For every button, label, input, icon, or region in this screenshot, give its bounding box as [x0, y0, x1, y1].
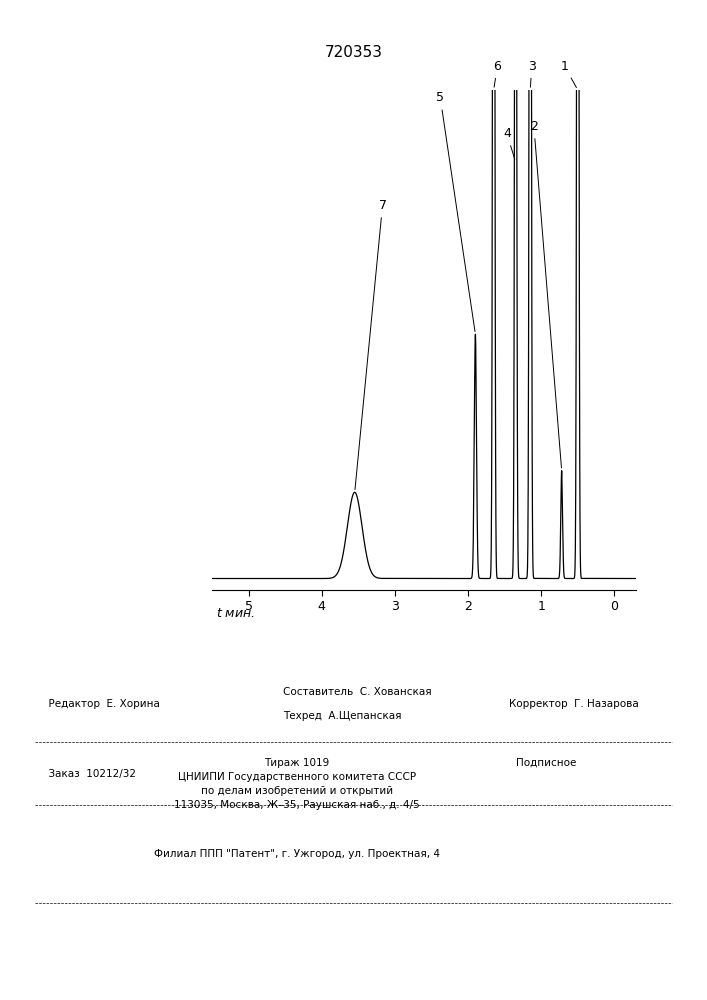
Text: $t$ мин.: $t$ мин.: [216, 607, 255, 620]
Text: Заказ  10212/32: Заказ 10212/32: [42, 768, 136, 778]
Text: Подписное: Подписное: [516, 758, 576, 768]
Text: Составитель  С. Хованская: Составитель С. Хованская: [283, 687, 431, 697]
Text: 3: 3: [527, 60, 536, 87]
Text: 6: 6: [493, 60, 501, 87]
Text: Филиал ППП "Патент", г. Ужгород, ул. Проектная, 4: Филиал ППП "Патент", г. Ужгород, ул. Про…: [154, 849, 440, 859]
Text: 4: 4: [503, 127, 515, 159]
Text: 7: 7: [355, 199, 387, 490]
Text: ЦНИИПИ Государственного комитета СССР: ЦНИИПИ Государственного комитета СССР: [178, 772, 416, 782]
Text: Тираж 1019: Тираж 1019: [264, 758, 329, 768]
Text: Корректор  Г. Назарова: Корректор Г. Назарова: [509, 699, 639, 709]
Text: 5: 5: [436, 91, 475, 332]
Text: Техред  А.Щепанская: Техред А.Щепанская: [283, 711, 402, 721]
Text: 113035, Москва, Ж–35, Раушская наб., д. 4/5: 113035, Москва, Ж–35, Раушская наб., д. …: [174, 800, 420, 810]
Text: по делам изобретений и открытий: по делам изобретений и открытий: [201, 786, 393, 796]
Text: Редактор  Е. Хорина: Редактор Е. Хорина: [42, 699, 160, 709]
Text: 720353: 720353: [325, 45, 382, 60]
Text: 2: 2: [530, 120, 561, 468]
Text: 1: 1: [561, 60, 576, 88]
